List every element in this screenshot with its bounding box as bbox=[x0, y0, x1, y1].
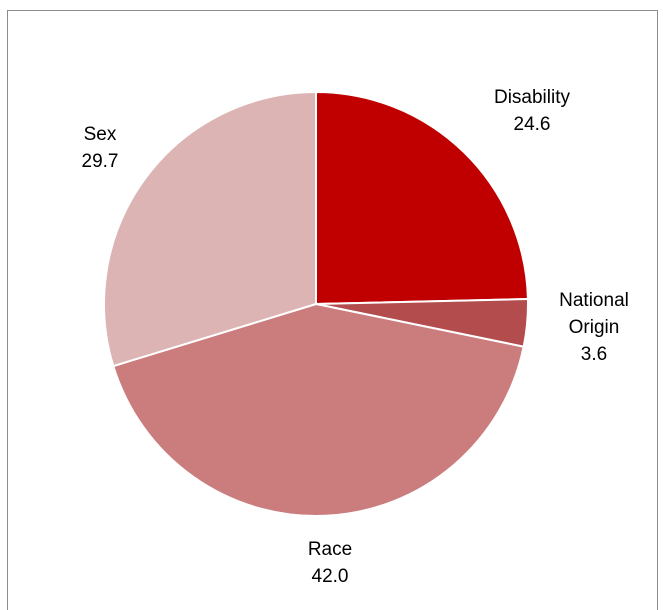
data-label-race: Race 42.0 bbox=[308, 539, 352, 587]
pie-slice-sex bbox=[103, 90, 317, 368]
pie-chart: Disability 24.6 National Origin 3.6 Race 42.0 S… bbox=[82, 87, 629, 587]
chart-frame bbox=[7, 10, 658, 610]
pie-slices bbox=[103, 90, 529, 517]
data-label-sex: Sex 29.7 bbox=[82, 124, 119, 172]
pie-slice-race bbox=[112, 302, 525, 517]
pie-labels: Disability 24.6 National Origin 3.6 Race 42.0 S… bbox=[82, 87, 629, 587]
data-label-national-origin: National Origin 3.6 bbox=[559, 290, 629, 365]
pie-slice-disability bbox=[315, 90, 529, 306]
data-label-disability: Disability 24.6 bbox=[494, 87, 571, 135]
